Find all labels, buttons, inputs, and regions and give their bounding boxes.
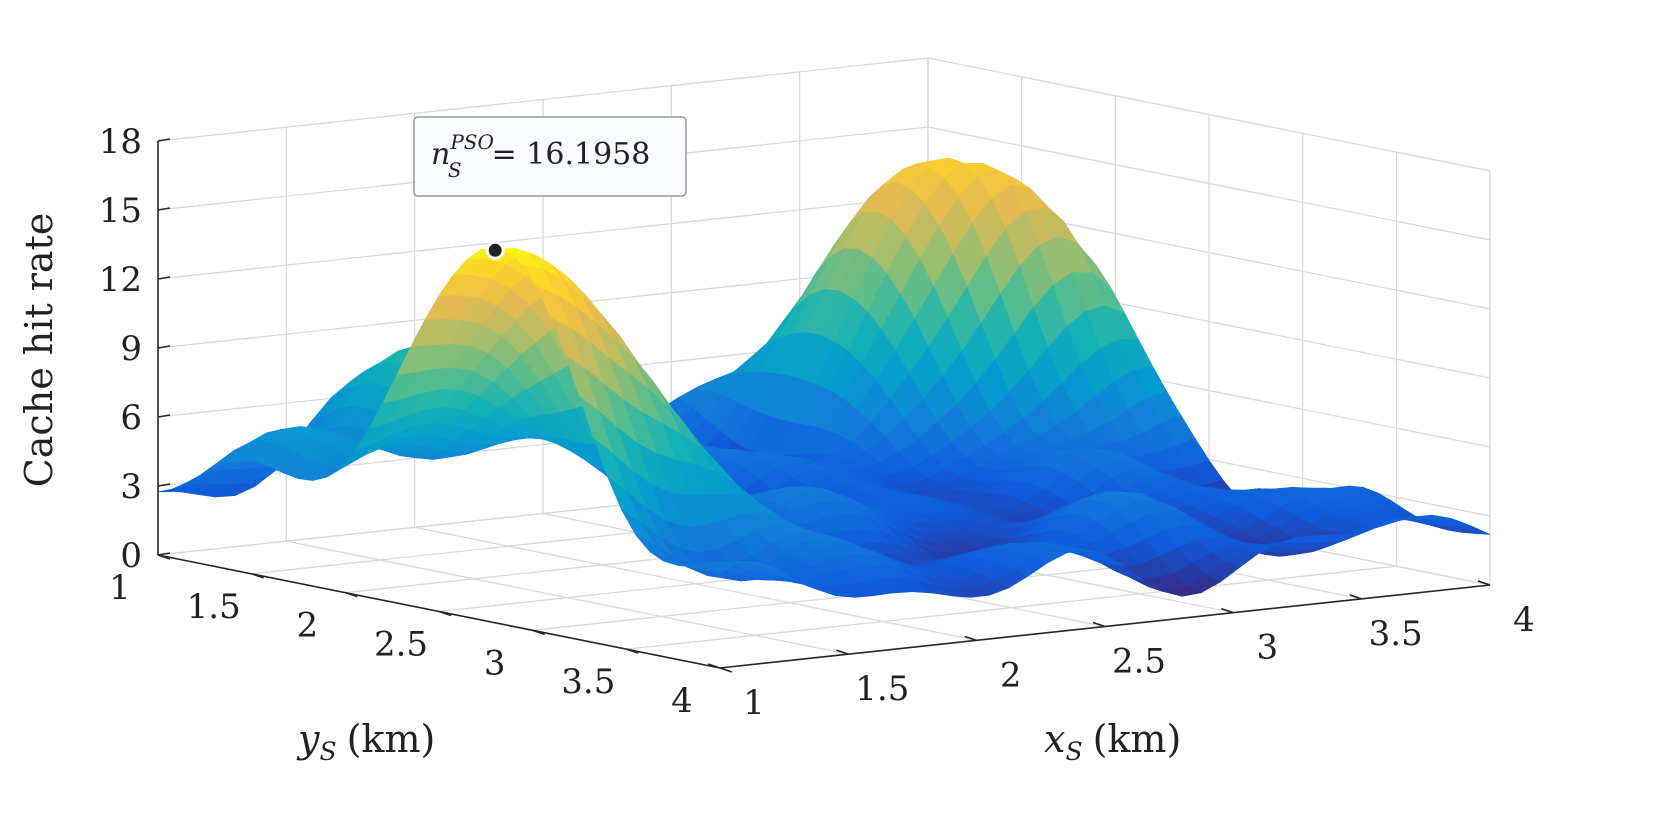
- y-tick-mark: [626, 648, 639, 654]
- grid-line: [626, 565, 1397, 650]
- grid-line: [157, 57, 929, 142]
- z-tick-mark: [157, 345, 171, 349]
- z-tick-label: 9: [120, 329, 142, 369]
- datatip[interactable]: nPSO S = 16.1958: [413, 116, 687, 260]
- grid-line: [927, 57, 1491, 172]
- y-tick-label: 2: [297, 606, 319, 646]
- surface: [157, 157, 1491, 598]
- x-tick-label: 2: [1000, 655, 1022, 695]
- y-axis-label: yS (km): [296, 717, 435, 766]
- datatip-box: [413, 116, 687, 197]
- x-tick-mark: [1221, 607, 1234, 614]
- z-tick-label: 6: [120, 398, 142, 438]
- z-tick-label: 0: [120, 536, 142, 576]
- z-tick-mark: [157, 414, 171, 418]
- z-tick-label: 3: [120, 467, 142, 507]
- y-tick-mark: [345, 591, 358, 598]
- x-axis-label: xS (km): [1044, 717, 1181, 766]
- y-tick-label: 3.5: [561, 662, 615, 702]
- z-tick-mark: [157, 207, 171, 211]
- z-tick-mark: [157, 138, 171, 142]
- x-tick-label: 1.5: [855, 669, 909, 709]
- y-tick-label: 4: [671, 681, 693, 721]
- y-tick-label: 1.5: [187, 587, 241, 627]
- y-tick-mark: [251, 573, 264, 579]
- x-tick-mark: [964, 635, 977, 642]
- y-tick-mark: [719, 667, 733, 673]
- tick-labels: 0 3 6 9 12 15 18 1 1.5 2 2.5 3 3.5 4 1 1.5 2 2.5 3 3.5 4: [99, 122, 1535, 723]
- x-tick-mark: [707, 663, 721, 669]
- x-tick-label: 4: [1513, 600, 1535, 640]
- grid-line: [927, 126, 1491, 241]
- grid-line: [157, 195, 929, 280]
- z-tick-label: 18: [99, 122, 142, 162]
- surface-face: [704, 560, 741, 574]
- y-tick-label: 2.5: [374, 625, 428, 665]
- x-tick-label: 2.5: [1112, 642, 1166, 682]
- z-tick-label: 12: [99, 260, 142, 300]
- x-tick-label: 1: [743, 683, 765, 723]
- x-tick-label: 3.5: [1369, 614, 1423, 654]
- z-tick-mark: [157, 483, 171, 487]
- z-tick-label: 15: [99, 191, 142, 231]
- datatip-marker[interactable]: [485, 240, 505, 260]
- datatip-text: nPSO S = 16.1958: [431, 130, 650, 182]
- y-tick-label: 1: [109, 568, 131, 608]
- z-tick-mark: [157, 276, 171, 280]
- z-axis-label: Cache hit rate: [17, 213, 61, 488]
- y-tick-mark: [157, 554, 171, 560]
- x-tick-mark: [1092, 621, 1106, 628]
- x-tick-mark: [836, 649, 849, 655]
- x-tick-label: 3: [1257, 628, 1279, 668]
- z-tick-mark: [157, 552, 171, 556]
- y-tick-mark: [532, 629, 545, 636]
- y-tick-label: 3: [484, 643, 506, 683]
- x-tick-mark: [1349, 594, 1362, 600]
- y-tick-mark: [438, 610, 452, 617]
- x-tick-mark: [1477, 580, 1491, 586]
